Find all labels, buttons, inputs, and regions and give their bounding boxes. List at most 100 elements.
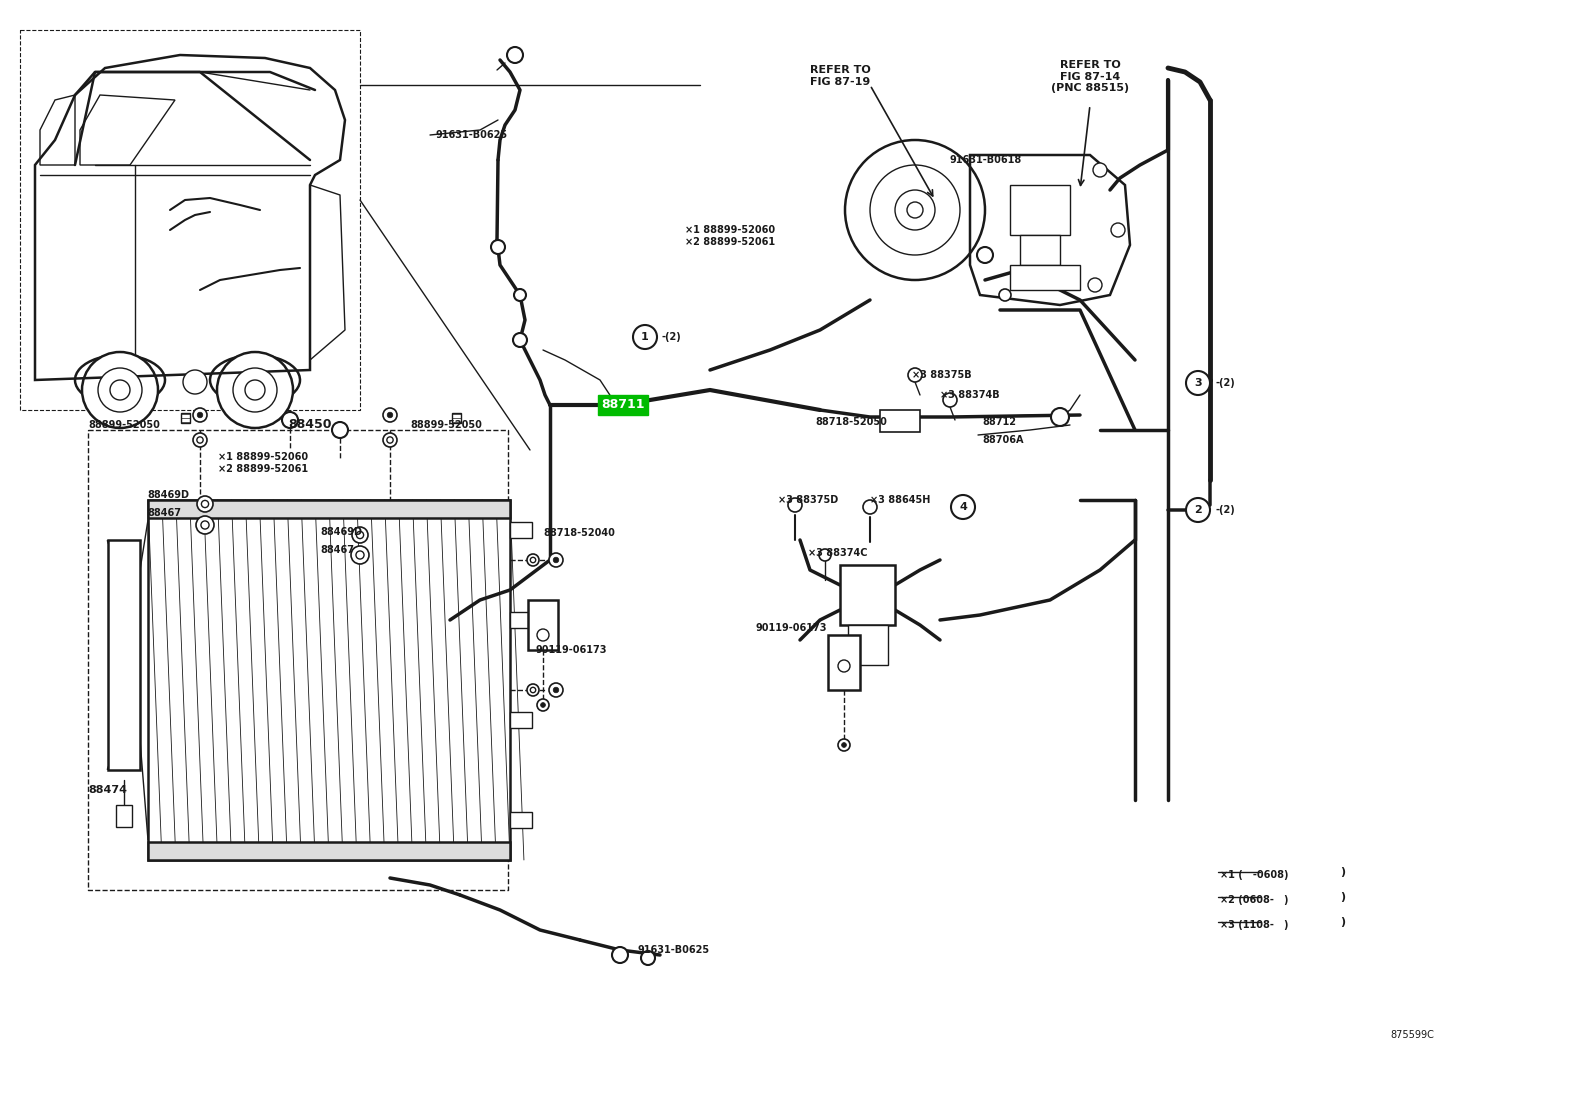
Bar (108, 540, 140, 770)
Circle shape (1111, 223, 1126, 237)
Circle shape (357, 551, 365, 559)
Text: ×1 88899-52060
×2 88899-52061: ×1 88899-52060 ×2 88899-52061 (218, 452, 309, 474)
Bar (849, 625, 888, 665)
Circle shape (384, 433, 396, 447)
Circle shape (642, 951, 654, 965)
Circle shape (387, 412, 393, 418)
Circle shape (869, 165, 960, 255)
Bar (1009, 185, 1070, 235)
Circle shape (357, 532, 363, 539)
Text: 88899-52050: 88899-52050 (411, 420, 482, 430)
Text: 2: 2 (1194, 506, 1202, 515)
Circle shape (83, 352, 158, 428)
Circle shape (232, 368, 277, 412)
Circle shape (490, 240, 505, 254)
Bar (148, 842, 509, 861)
Circle shape (530, 687, 535, 692)
Bar (828, 635, 860, 690)
Circle shape (977, 247, 993, 263)
Bar (116, 804, 132, 828)
Text: 90119-06173: 90119-06173 (535, 645, 607, 655)
Circle shape (907, 202, 923, 218)
Circle shape (193, 408, 207, 422)
Circle shape (333, 422, 349, 439)
Circle shape (895, 190, 935, 230)
Circle shape (942, 393, 957, 407)
Circle shape (1186, 498, 1210, 522)
Text: 91631-B0625: 91631-B0625 (435, 130, 508, 140)
Circle shape (541, 702, 546, 708)
Text: ×3 88374B: ×3 88374B (939, 390, 1000, 400)
Circle shape (514, 289, 525, 301)
Circle shape (99, 368, 142, 412)
Circle shape (193, 433, 207, 447)
Circle shape (788, 498, 802, 512)
Text: ): ) (1340, 892, 1345, 902)
Circle shape (527, 554, 540, 566)
Text: -(2): -(2) (1215, 378, 1235, 388)
Text: 88718-52040: 88718-52040 (543, 528, 615, 539)
Text: 88711: 88711 (602, 399, 645, 411)
Circle shape (537, 699, 549, 711)
Circle shape (245, 380, 264, 400)
Text: 88474: 88474 (88, 785, 127, 795)
Text: 88450: 88450 (288, 418, 331, 431)
Text: 88469D: 88469D (320, 528, 361, 537)
Circle shape (183, 370, 207, 395)
Text: 91631-B0618: 91631-B0618 (950, 155, 1022, 165)
Text: ×3 88374C: ×3 88374C (809, 548, 868, 558)
Circle shape (837, 660, 850, 671)
Text: -(2): -(2) (662, 332, 681, 342)
Text: ×1 (   -0608): ×1 ( -0608) (1219, 870, 1288, 880)
Bar (529, 600, 559, 650)
Circle shape (1087, 278, 1102, 292)
Text: 88712: 88712 (982, 417, 1016, 428)
Circle shape (552, 557, 559, 563)
Bar (880, 410, 920, 432)
Bar (509, 812, 532, 828)
Circle shape (197, 436, 204, 443)
Text: 91631-B0625: 91631-B0625 (638, 945, 710, 955)
Text: 88718-52050: 88718-52050 (815, 417, 887, 428)
Circle shape (1186, 371, 1210, 395)
Circle shape (611, 947, 627, 963)
Circle shape (863, 500, 877, 514)
Text: ×3 88375B: ×3 88375B (912, 370, 971, 380)
Circle shape (506, 47, 524, 63)
Text: 875599C: 875599C (1390, 1030, 1434, 1040)
Circle shape (842, 743, 847, 747)
Text: ): ) (1340, 917, 1345, 926)
Text: 88706A: 88706A (982, 435, 1024, 445)
Circle shape (1051, 408, 1068, 426)
Bar (1020, 235, 1060, 265)
Text: REFER TO
FIG 87-19: REFER TO FIG 87-19 (810, 65, 871, 87)
Circle shape (530, 557, 535, 563)
Circle shape (217, 352, 293, 428)
Bar (452, 412, 460, 423)
Text: ×3 88645H: ×3 88645H (869, 495, 930, 506)
Bar (509, 612, 532, 628)
Circle shape (845, 140, 985, 280)
Circle shape (282, 412, 298, 428)
Circle shape (197, 496, 213, 512)
Circle shape (352, 528, 368, 543)
Circle shape (202, 500, 209, 508)
Circle shape (634, 325, 657, 349)
Circle shape (1000, 289, 1011, 301)
Circle shape (110, 380, 131, 400)
Text: 88467: 88467 (146, 508, 181, 518)
Circle shape (384, 408, 396, 422)
Circle shape (549, 682, 564, 697)
Text: 88899-52050: 88899-52050 (88, 420, 159, 430)
Circle shape (537, 629, 549, 641)
Text: 3: 3 (1194, 378, 1202, 388)
Text: ): ) (1340, 867, 1345, 877)
Circle shape (907, 368, 922, 382)
Circle shape (837, 739, 850, 751)
Circle shape (201, 521, 209, 529)
Text: REFER TO
FIG 87-14
(PNC 88515): REFER TO FIG 87-14 (PNC 88515) (1051, 60, 1129, 93)
Bar (148, 500, 509, 518)
Circle shape (350, 546, 369, 564)
Circle shape (527, 684, 540, 696)
Circle shape (196, 517, 213, 534)
